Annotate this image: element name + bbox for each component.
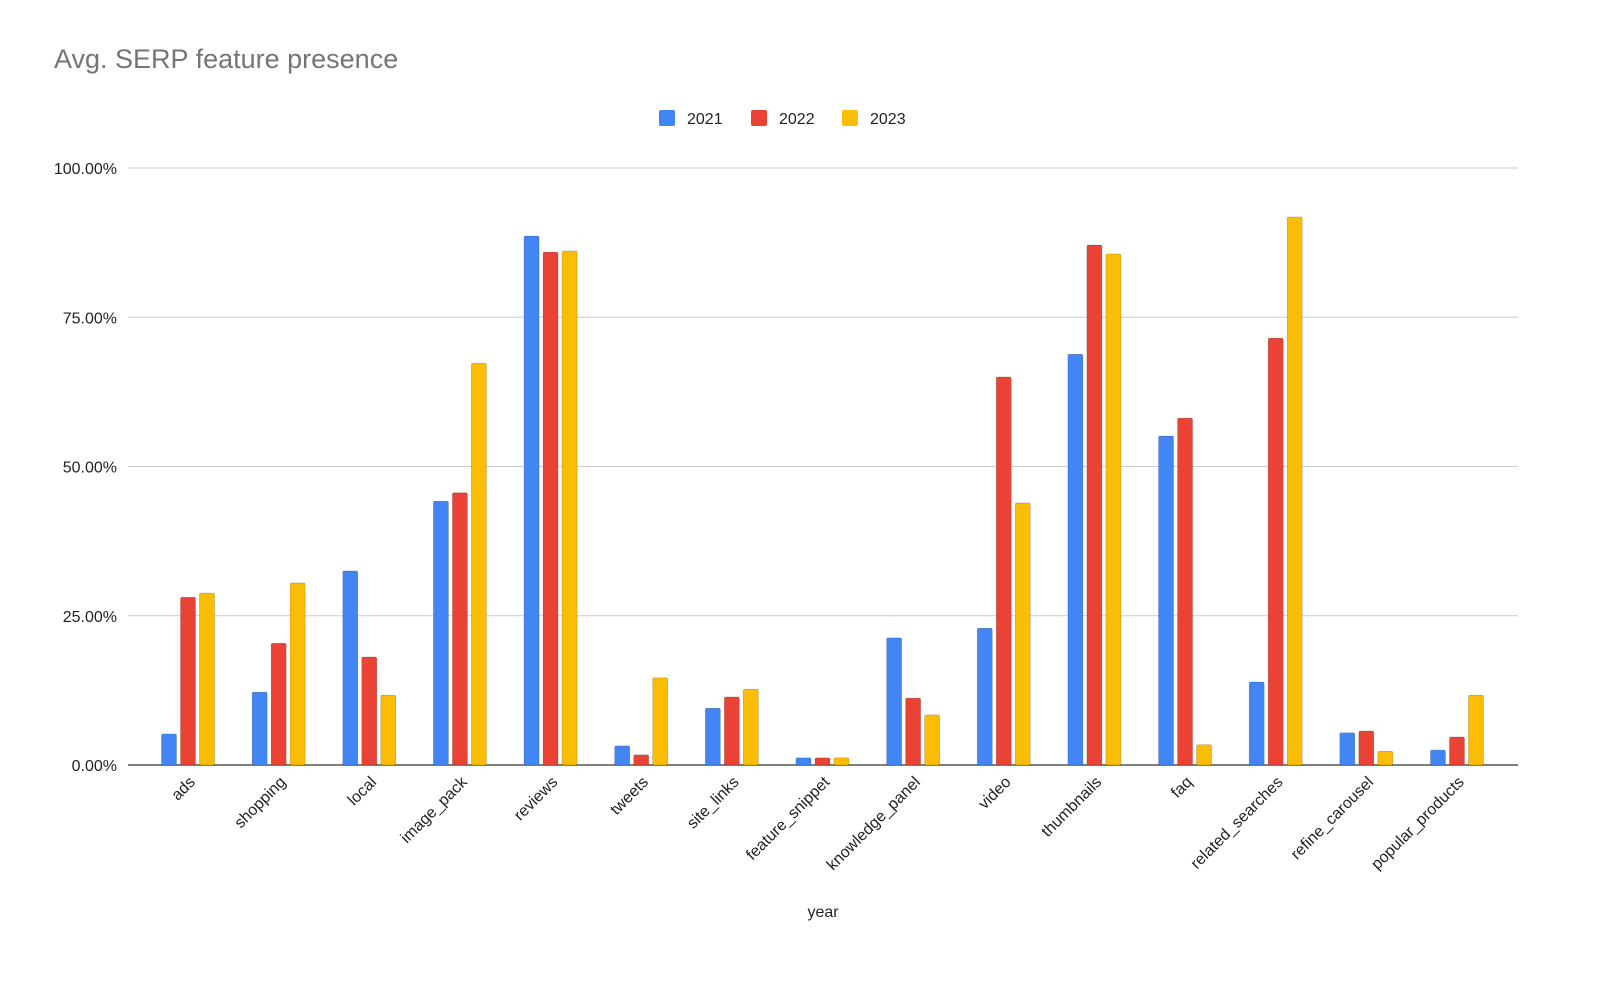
bar-related_searches-2022 — [1267, 337, 1284, 766]
bar-video-2021 — [976, 627, 993, 766]
legend-label: 2021 — [687, 111, 723, 128]
bar-ads-2021 — [161, 733, 177, 766]
x-tick-labels: ads shopping local image_pack reviews tweets s… — [169, 773, 1468, 874]
bar-tweets-2021 — [614, 745, 631, 766]
bar-popular_products-2021 — [1430, 749, 1446, 766]
y-tick-label: 75.00% — [63, 310, 117, 327]
bar-image_pack-2021 — [433, 500, 449, 766]
bar-refine_carousel-2022 — [1358, 730, 1375, 766]
bar-local-2022 — [361, 656, 378, 766]
x-tick-label: video — [976, 774, 1015, 813]
bar-faq-2021 — [1158, 435, 1174, 766]
bars — [161, 216, 1484, 766]
bar-shopping-2021 — [251, 691, 268, 766]
bar-related_searches-2021 — [1248, 681, 1265, 766]
bar-popular_products-2023 — [1468, 694, 1484, 766]
legend-swatch — [751, 110, 767, 126]
bar-faq-2022 — [1177, 417, 1193, 766]
x-tick-label: shopping — [232, 774, 290, 832]
x-tick-label: popular_products — [1368, 774, 1467, 873]
x-tick-label: refine_carousel — [1288, 774, 1377, 863]
y-tick-label: 0.00% — [72, 758, 117, 775]
bar-refine_carousel-2023 — [1377, 750, 1394, 766]
y-tick-label: 50.00% — [63, 460, 117, 477]
x-axis-label: year — [807, 904, 839, 921]
bar-video-2023 — [1014, 502, 1031, 766]
bar-reviews-2022 — [542, 251, 559, 766]
x-tick-label: local — [345, 774, 380, 809]
x-tick-label: tweets — [607, 774, 652, 819]
bar-reviews-2021 — [523, 235, 540, 766]
x-tick-label: thumbnails — [1038, 774, 1105, 841]
bar-shopping-2022 — [270, 642, 287, 766]
legend-label: 2022 — [779, 111, 815, 128]
bar-video-2022 — [995, 376, 1012, 766]
bar-local-2023 — [380, 694, 397, 766]
legend-label: 2023 — [870, 111, 906, 128]
bar-thumbnails-2023 — [1105, 253, 1122, 766]
x-tick-label: reviews — [511, 774, 561, 824]
bar-shopping-2023 — [289, 582, 306, 766]
bar-knowledge_panel-2023 — [924, 714, 940, 766]
y-tick-label: 100.00% — [54, 161, 117, 178]
x-tick-label: faq — [1168, 774, 1196, 802]
bar-popular_products-2022 — [1449, 736, 1465, 766]
bar-knowledge_panel-2022 — [905, 697, 921, 766]
bar-site_links-2021 — [705, 707, 721, 766]
bar-feature_snippet-2022 — [814, 757, 831, 766]
bar-knowledge_panel-2021 — [886, 637, 902, 766]
bar-tweets-2023 — [652, 677, 669, 766]
bar-image_pack-2023 — [471, 362, 487, 766]
gridlines: 0.00% 25.00% 50.00% 75.00% 100.00% — [54, 161, 1518, 775]
bar-refine_carousel-2021 — [1339, 732, 1356, 766]
bar-site_links-2023 — [743, 688, 759, 766]
bar-tweets-2022 — [633, 754, 650, 766]
bar-feature_snippet-2021 — [795, 757, 812, 766]
bar-ads-2023 — [199, 592, 215, 766]
bar-local-2021 — [342, 570, 359, 766]
x-tick-label: feature_snippet — [743, 773, 833, 863]
x-tick-label: knowledge_panel — [824, 774, 924, 874]
x-tick-label: image_pack — [398, 773, 472, 847]
x-tick-label: related_searches — [1188, 774, 1287, 873]
bar-reviews-2023 — [561, 250, 578, 766]
y-tick-label: 25.00% — [63, 609, 117, 626]
bar-ads-2022 — [180, 596, 196, 766]
bar-thumbnails-2022 — [1086, 244, 1103, 766]
legend-swatch — [842, 110, 858, 126]
bar-feature_snippet-2023 — [833, 757, 850, 766]
legend: 2021 2022 2023 — [659, 110, 906, 128]
x-tick-label: ads — [169, 774, 199, 804]
bar-site_links-2022 — [724, 696, 740, 766]
chart-title: Avg. SERP feature presence — [54, 44, 398, 74]
x-tick-label: site_links — [684, 774, 743, 833]
bar-thumbnails-2021 — [1067, 353, 1084, 766]
bar-image_pack-2022 — [452, 492, 468, 766]
legend-swatch — [659, 110, 675, 126]
bar-faq-2023 — [1196, 744, 1212, 766]
bar-related_searches-2023 — [1286, 216, 1303, 766]
